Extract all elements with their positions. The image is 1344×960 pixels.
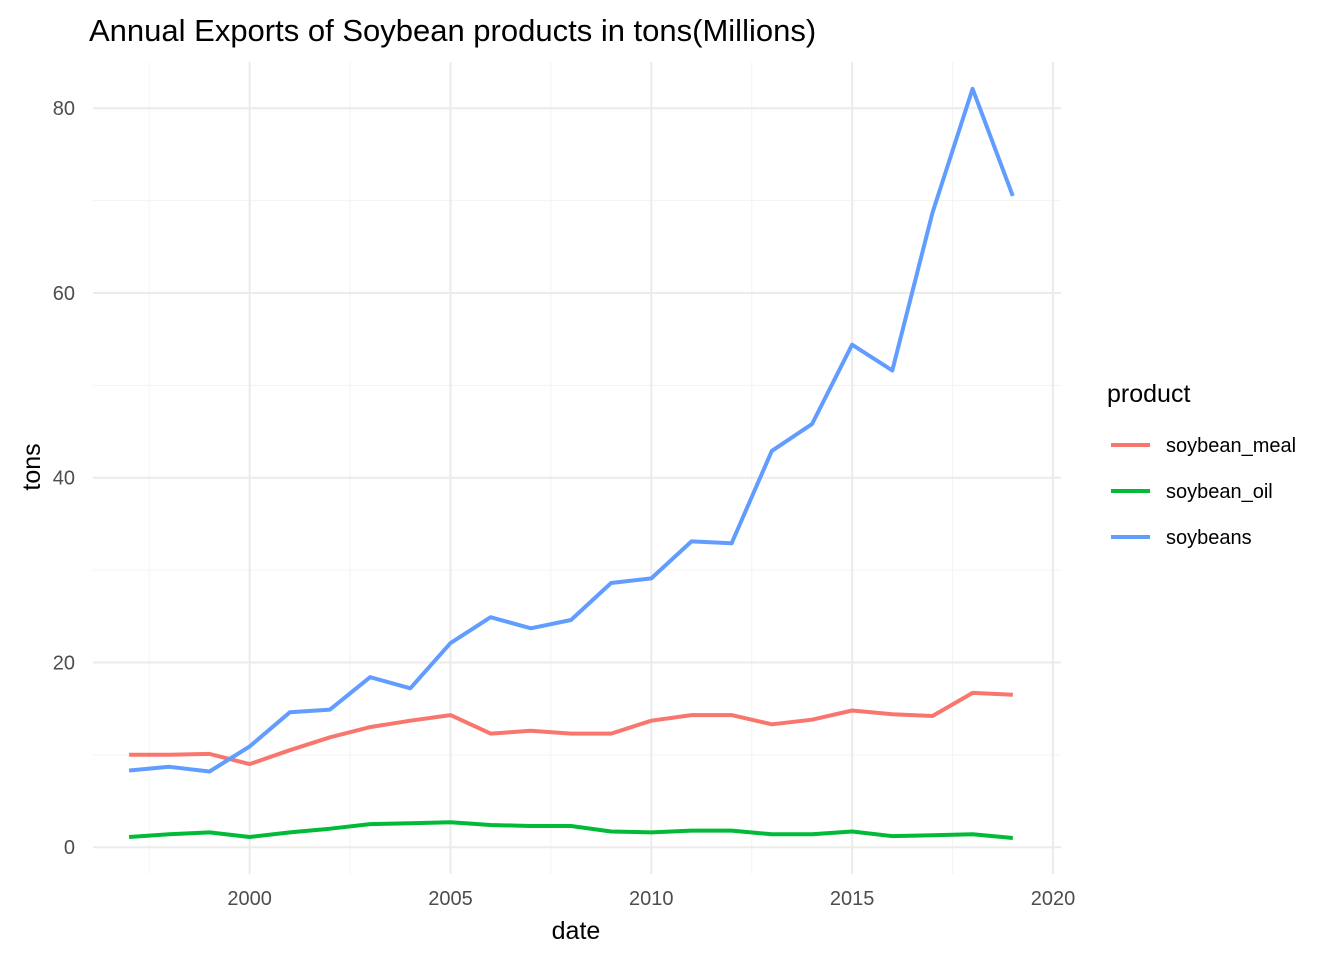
- x-tick-label: 2020: [1031, 888, 1076, 910]
- x-tick-label: 2010: [629, 888, 674, 910]
- y-tick-label: 0: [64, 837, 75, 859]
- legend-label-soybeans: soybeans: [1166, 527, 1252, 549]
- x-axis-tick-labels: 2000 2005 2010 2015 2020: [227, 888, 1075, 910]
- minor-gridlines: [93, 62, 1061, 874]
- legend-label-soybean-oil: soybean_oil: [1166, 481, 1273, 503]
- x-axis-title: date: [552, 917, 601, 945]
- y-tick-label: 60: [53, 283, 75, 305]
- y-axis-title: tons: [18, 443, 46, 490]
- x-tick-label: 2005: [428, 888, 473, 910]
- y-tick-label: 20: [53, 652, 75, 674]
- x-tick-label: 2000: [227, 888, 272, 910]
- y-axis-tick-labels: 0 20 40 60 80: [53, 98, 75, 859]
- x-tick-label: 2015: [830, 888, 875, 910]
- series-line-soybean-oil: [128, 820, 1013, 840]
- legend-title: product: [1107, 380, 1190, 408]
- series-line-soybeans: [128, 86, 1015, 774]
- y-tick-label: 40: [53, 468, 75, 490]
- chart-title: Annual Exports of Soybean products in to…: [89, 13, 816, 48]
- series-line-soybean-meal: [129, 690, 1013, 767]
- legend: product soybean_meal soybean_oil soybeans: [1107, 380, 1296, 549]
- legend-items: soybean_meal soybean_oil soybeans: [1111, 435, 1296, 549]
- legend-label-soybean-meal: soybean_meal: [1166, 435, 1296, 457]
- major-gridlines: [93, 62, 1061, 874]
- series-lines: [128, 86, 1015, 840]
- y-tick-label: 80: [53, 98, 75, 120]
